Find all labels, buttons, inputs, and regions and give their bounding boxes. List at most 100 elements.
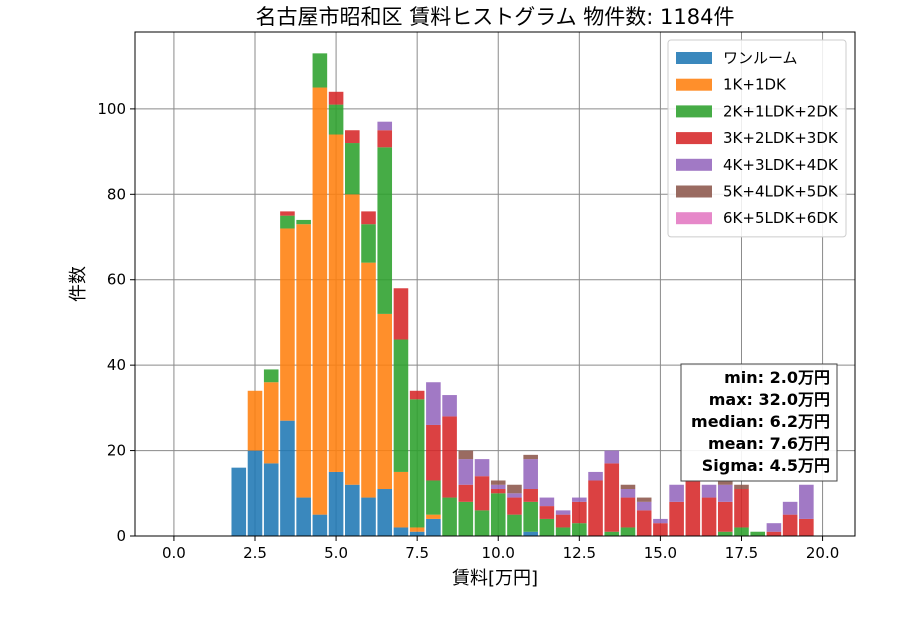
bar-series5-bin17 bbox=[507, 484, 522, 494]
y-tick-label-4: 80 bbox=[107, 185, 126, 203]
bar-series0-bin9 bbox=[377, 489, 393, 536]
bar-series4-bin29 bbox=[701, 484, 717, 498]
bar-series2-bin6 bbox=[328, 104, 344, 135]
bar-series2-bin14 bbox=[458, 501, 474, 536]
y-tick-label-5: 100 bbox=[97, 100, 126, 118]
stat-sigma: Sigma: 4.5万円 bbox=[702, 456, 830, 475]
stat-median: median: 6.2万円 bbox=[691, 412, 830, 431]
plot-frame bbox=[134, 31, 856, 537]
bar-series4-bin21 bbox=[572, 497, 587, 502]
bar-series0-bin5 bbox=[312, 514, 328, 536]
bar-series2-bin31 bbox=[734, 527, 749, 536]
bar-series0-bin2 bbox=[263, 463, 279, 536]
bar-series2-bin15 bbox=[474, 510, 490, 536]
bar-series2-bin12 bbox=[426, 480, 441, 515]
bar-series0-bin8 bbox=[361, 497, 376, 536]
bar-series1-bin5 bbox=[312, 87, 328, 515]
bar-series3-bin31 bbox=[734, 489, 749, 528]
bar-series4-bin23 bbox=[604, 450, 620, 464]
bar-series2-bin17 bbox=[507, 514, 522, 536]
x-axis-label: 賃料[万円] bbox=[452, 568, 538, 589]
bar-series3-bin30 bbox=[717, 501, 733, 532]
bar-series4-bin20 bbox=[555, 510, 571, 515]
bar-series3-bin33 bbox=[766, 531, 782, 536]
bar-series2-bin18 bbox=[523, 501, 538, 532]
bar-series1-bin6 bbox=[328, 134, 344, 472]
bar-series3-bin7 bbox=[345, 130, 360, 144]
legend-label-6: 6K+5LDK+6DK bbox=[723, 209, 839, 227]
legend-label-1: 1K+1DK bbox=[723, 76, 787, 94]
bar-series3-bin21 bbox=[572, 501, 587, 524]
bar-series2-bin5 bbox=[312, 53, 328, 88]
bar-series0-bin7 bbox=[345, 484, 360, 536]
legend-swatch-2 bbox=[676, 105, 712, 118]
bar-series4-bin34 bbox=[782, 501, 798, 515]
bar-series1-bin3 bbox=[280, 228, 295, 421]
legend-label-3: 3K+2LDK+3DK bbox=[723, 129, 839, 147]
bar-series4-bin16 bbox=[490, 484, 506, 490]
bar-series2-bin3 bbox=[280, 215, 295, 229]
bar-series1-bin10 bbox=[393, 471, 409, 528]
bar-series4-bin15 bbox=[474, 459, 490, 477]
legend-swatch-0 bbox=[676, 52, 712, 64]
bar-series2-bin10 bbox=[393, 339, 409, 472]
bar-series2-bin7 bbox=[345, 143, 360, 195]
bar-series2-bin24 bbox=[620, 527, 636, 536]
bar-series4-bin13 bbox=[442, 395, 457, 417]
bar-series1-bin2 bbox=[263, 382, 279, 464]
bars-layer bbox=[231, 53, 814, 536]
bar-series4-bin17 bbox=[507, 493, 522, 498]
bar-series3-bin8 bbox=[361, 211, 376, 225]
bar-series1-bin1 bbox=[247, 390, 263, 451]
stat-min: min: 2.0万円 bbox=[724, 368, 830, 387]
bar-series1-bin4 bbox=[296, 224, 311, 498]
y-tick-label-1: 20 bbox=[107, 442, 126, 460]
legend-swatch-5 bbox=[676, 185, 712, 198]
x-tick-label-2: 5.0 bbox=[324, 544, 348, 562]
legend-label-0: ワンルーム bbox=[723, 49, 798, 67]
bar-series2-bin30 bbox=[717, 531, 733, 536]
bar-series3-bin28 bbox=[685, 480, 701, 536]
y-axis-label: 件数 bbox=[68, 266, 89, 302]
bar-series1-bin11 bbox=[409, 527, 425, 532]
bar-series5-bin14 bbox=[458, 450, 474, 460]
y-tick-label-2: 40 bbox=[107, 356, 126, 374]
bar-series2-bin21 bbox=[572, 523, 587, 536]
x-axis-ticks: 0.0 2.5 5.0 7.5 10.0 12.5 15.0 17.5 20.0 bbox=[162, 536, 839, 562]
bar-series4-bin26 bbox=[653, 518, 668, 524]
x-tick-label-4: 10.0 bbox=[482, 544, 515, 562]
bar-series3-bin19 bbox=[539, 506, 555, 519]
bar-series2-bin13 bbox=[442, 497, 457, 536]
bar-series2-bin19 bbox=[539, 518, 555, 536]
bar-series5-bin18 bbox=[523, 454, 538, 460]
x-tick-label-1: 2.5 bbox=[243, 544, 267, 562]
bar-series3-bin34 bbox=[782, 514, 798, 536]
stat-max: max: 32.0万円 bbox=[709, 390, 830, 409]
bar-series0-bin1 bbox=[247, 450, 263, 536]
bar-series3-bin6 bbox=[328, 91, 344, 105]
x-tick-label-7: 17.5 bbox=[725, 544, 758, 562]
bar-series1-bin12 bbox=[426, 514, 441, 519]
bar-series3-bin3 bbox=[280, 211, 295, 216]
bar-series2-bin8 bbox=[361, 224, 376, 263]
stat-mean: mean: 7.6万円 bbox=[708, 434, 830, 453]
bar-series0-bin10 bbox=[393, 527, 409, 536]
legend-label-4: 4K+3LDK+4DK bbox=[723, 156, 839, 174]
bar-series2-bin4 bbox=[296, 219, 311, 225]
bar-series0-bin3 bbox=[280, 420, 295, 536]
bar-series0-bin4 bbox=[296, 497, 311, 536]
bar-series3-bin25 bbox=[636, 510, 652, 536]
bar-series3-bin12 bbox=[426, 424, 441, 481]
bar-series3-bin18 bbox=[523, 489, 538, 502]
bar-series4-bin35 bbox=[799, 484, 814, 519]
bar-series3-bin23 bbox=[604, 463, 620, 532]
bar-series2-bin2 bbox=[263, 369, 279, 383]
bar-series2-bin23 bbox=[604, 531, 620, 536]
bar-series4-bin19 bbox=[539, 497, 555, 507]
bar-series3-bin35 bbox=[799, 518, 814, 536]
bar-series3-bin9 bbox=[377, 130, 393, 148]
bar-series4-bin18 bbox=[523, 459, 538, 490]
bar-series0-bin0 bbox=[231, 467, 247, 536]
bar-series3-bin16 bbox=[490, 489, 506, 494]
